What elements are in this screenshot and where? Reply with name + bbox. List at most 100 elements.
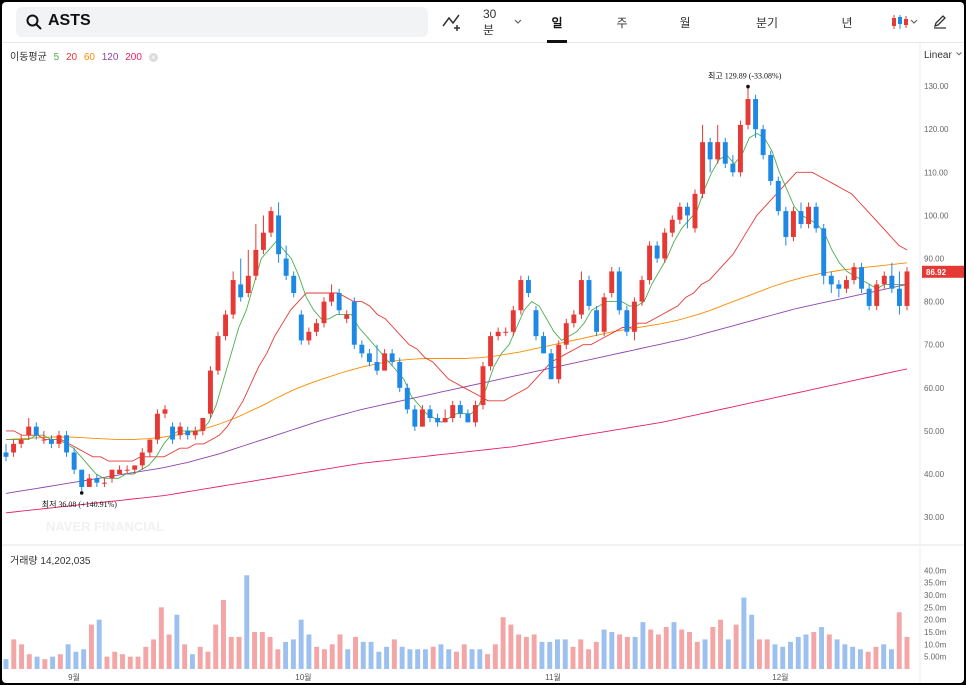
- candle-body: [556, 344, 562, 380]
- tab-week-label: 주: [616, 15, 628, 30]
- candle-body: [798, 211, 804, 225]
- tab-quarter[interactable]: 분기: [750, 10, 784, 34]
- candle-body: [525, 280, 531, 293]
- volume-bar: [221, 599, 226, 669]
- candle-body: [707, 142, 713, 160]
- volume-bar: [415, 649, 421, 669]
- candle-body: [94, 478, 100, 483]
- volume-bar: [655, 634, 661, 669]
- volume-bar: [42, 659, 48, 669]
- candle-body: [374, 361, 380, 371]
- candle-body: [170, 426, 176, 440]
- candle-body: [518, 280, 524, 311]
- volume-bar: [236, 636, 242, 669]
- candle-body: [578, 280, 584, 315]
- volume-bar: [127, 656, 133, 669]
- volume-bar: [617, 634, 623, 669]
- candle-body: [700, 142, 706, 194]
- volume-bar: [562, 639, 568, 669]
- candle-body: [200, 418, 206, 431]
- volume-bar: [391, 639, 397, 669]
- candle-body: [571, 314, 577, 324]
- volume-bar: [368, 641, 374, 669]
- tab-week[interactable]: 주: [607, 10, 637, 34]
- volume-bar: [143, 646, 149, 669]
- search-input[interactable]: ASTS: [48, 12, 91, 29]
- legend-close-icon[interactable]: ×: [148, 53, 158, 62]
- volume-bar: [857, 649, 863, 669]
- candle-body: [843, 280, 849, 289]
- candle-body: [230, 280, 236, 315]
- ma-200-label: 200: [125, 52, 142, 63]
- candle-body: [586, 280, 592, 306]
- volume-bar: [57, 654, 63, 669]
- volume-bar: [694, 641, 700, 669]
- volume-bar: [492, 644, 498, 669]
- volume-legend: 거래량 14,202,035: [10, 552, 90, 567]
- candle-body: [472, 405, 478, 423]
- volume-bar: [508, 624, 514, 669]
- price-tick-label: 100.00: [924, 211, 949, 220]
- volume-bar: [663, 627, 669, 669]
- volume-bar: [803, 634, 809, 669]
- x-tick-label: 11월: [545, 672, 561, 682]
- candle-body: [488, 336, 494, 367]
- candle-body: [336, 293, 342, 311]
- candle-body: [647, 245, 653, 281]
- volume-bar: [601, 629, 607, 669]
- candle-type-icon[interactable]: [890, 14, 918, 30]
- volume-bar: [345, 649, 351, 669]
- volume-bar: [896, 612, 902, 669]
- volume-bar: [477, 649, 483, 669]
- candle-body: [154, 413, 160, 440]
- candle-body: [533, 310, 539, 337]
- candle-body: [677, 206, 683, 220]
- candle-body: [351, 301, 357, 345]
- candle-body: [185, 430, 191, 436]
- draw-line-icon[interactable]: [441, 12, 463, 32]
- candle-body: [616, 271, 622, 311]
- candle-body: [760, 129, 766, 156]
- chevron-down-icon: [514, 19, 522, 24]
- candle-body: [495, 331, 501, 337]
- candle-body: [881, 275, 887, 285]
- search-icon: [26, 14, 42, 30]
- candle-body: [26, 426, 32, 436]
- candle-body: [147, 439, 153, 453]
- tab-year[interactable]: 년: [832, 10, 862, 34]
- volume-bar: [454, 651, 459, 669]
- candle-body: [101, 482, 107, 484]
- scale-mode-select[interactable]: Linear: [924, 50, 963, 61]
- stock-chart[interactable]: NAVER FINANCIAL 130.00 120.00 110.00 100.00 9…: [2, 43, 964, 683]
- candle-body: [601, 297, 607, 332]
- price-tick-label: 30.00: [924, 513, 945, 522]
- volume-bar: [104, 656, 110, 669]
- tab-day[interactable]: 일: [542, 10, 572, 34]
- volume-bar: [337, 634, 343, 669]
- candle-body: [253, 249, 259, 276]
- volume-bar: [632, 636, 638, 669]
- tab-30min[interactable]: 30분: [483, 7, 523, 37]
- volume-bar: [422, 649, 428, 669]
- candle-body: [291, 275, 297, 293]
- candle-body: [851, 267, 857, 281]
- tab-day-label: 일: [551, 15, 563, 30]
- search-box[interactable]: ASTS: [16, 7, 428, 37]
- volume-bar: [88, 624, 94, 669]
- volume-bar: [842, 644, 848, 669]
- pencil-icon[interactable]: [932, 13, 948, 29]
- candle-body: [366, 353, 372, 362]
- volume-value: 14,202,035: [40, 556, 91, 567]
- candle-body: [662, 232, 668, 259]
- last-price-label: 86.92: [926, 268, 947, 277]
- volume-bar: [788, 641, 793, 669]
- volume-bar: [780, 646, 786, 669]
- volume-bar: [889, 649, 894, 669]
- candle-body: [117, 469, 123, 475]
- volume-bar: [469, 649, 475, 669]
- volume-bar: [741, 597, 747, 669]
- tab-month[interactable]: 월: [670, 10, 700, 34]
- volume-bar: [687, 632, 692, 669]
- candle-body: [737, 124, 743, 173]
